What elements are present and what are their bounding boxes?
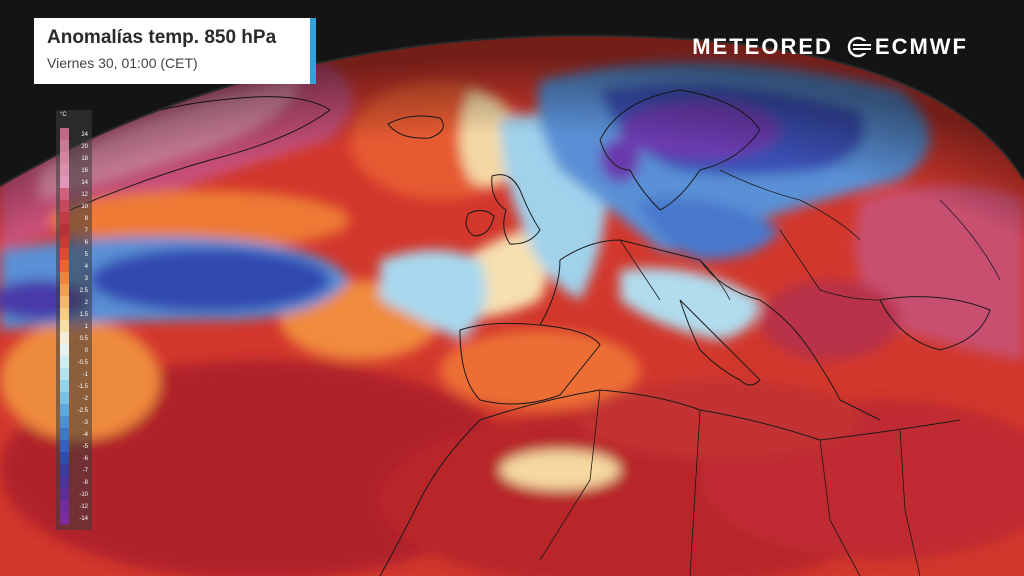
legend-swatch	[60, 512, 69, 525]
map-subtitle: Viernes 30, 01:00 (CET)	[47, 55, 198, 71]
map-title: Anomalías temp. 850 hPa	[47, 27, 277, 48]
legend-swatch	[60, 296, 69, 309]
legend-label: -14	[79, 516, 88, 522]
legend-swatch	[60, 284, 69, 297]
legend-swatch	[60, 140, 69, 153]
legend-label: 5	[85, 252, 89, 258]
logos: METEORED ECMWF	[692, 34, 968, 60]
legend-label: 12	[81, 192, 88, 198]
legend-label: -0.5	[78, 360, 89, 366]
legend-label: 18	[81, 156, 88, 162]
legend-swatch	[60, 392, 69, 405]
legend-label: 20	[81, 144, 88, 150]
legend-label: -6	[83, 456, 89, 462]
legend-label: 10	[81, 204, 88, 210]
legend-label: 8	[85, 216, 89, 222]
legend-swatch	[60, 380, 69, 393]
legend-swatch	[60, 188, 69, 201]
legend-swatch	[60, 152, 69, 165]
legend-swatch	[60, 212, 69, 225]
legend-label: 3	[85, 276, 89, 282]
legend-label: 1	[85, 324, 89, 330]
legend-label: 4	[85, 264, 89, 270]
legend-scale: 24 20 18 16 14 12 10 8 7 6 5 4 3 2.5 2 1.5 1 0.5 0 -0.5 -1 -1…	[60, 128, 89, 525]
globe-edge	[0, 34, 1024, 187]
legend-label: 24	[81, 132, 88, 138]
legend-label: -8	[83, 480, 89, 486]
legend-swatch	[60, 476, 69, 489]
legend-label: 1.5	[80, 312, 89, 318]
legend-label: -7	[83, 468, 89, 474]
legend-swatch	[60, 440, 69, 453]
legend-swatch	[60, 428, 69, 441]
legend-swatch	[60, 164, 69, 177]
legend-swatch	[60, 260, 69, 273]
title-panel: Anomalías temp. 850 hPa Viernes 30, 01:0…	[34, 18, 316, 84]
legend-swatch	[60, 128, 69, 141]
legend-swatch	[60, 356, 69, 369]
legend-swatch	[60, 308, 69, 321]
legend-label: -1.5	[78, 384, 89, 390]
legend-swatch	[60, 176, 69, 189]
legend-swatch	[60, 344, 69, 357]
ecmwf-text: ECMWF	[874, 34, 968, 59]
legend-swatch	[60, 236, 69, 249]
legend-swatch	[60, 368, 69, 381]
legend-label: -3	[83, 420, 89, 426]
ecmwf-icon	[847, 36, 873, 58]
legend-label: 2	[85, 300, 89, 306]
legend-swatch	[60, 272, 69, 285]
legend-swatch	[60, 224, 69, 237]
legend-label: -2.5	[78, 408, 89, 414]
legend-label: -2	[83, 396, 89, 402]
legend-label: 7	[85, 228, 89, 234]
color-legend: 24 20 18 16 14 12 10 8 7 6 5 4 3 2.5 2 1.5 1 0.5 0 -0.5 -1 -1…	[56, 110, 92, 530]
legend-swatch	[60, 404, 69, 417]
legend-label: -5	[83, 444, 89, 450]
legend-swatch	[60, 464, 69, 477]
legend-label: -12	[79, 504, 88, 510]
legend-label: 2.5	[80, 288, 89, 294]
legend-swatch	[60, 200, 69, 213]
legend-swatch	[60, 500, 69, 513]
legend-swatch	[60, 320, 69, 333]
legend-label: -4	[83, 432, 89, 438]
legend-swatch	[60, 248, 69, 261]
legend-swatch	[60, 452, 69, 465]
legend-label: 6	[85, 240, 89, 246]
ecmwf-logo: ECMWF	[847, 34, 968, 60]
legend-label: 16	[81, 168, 88, 174]
legend-swatch	[60, 416, 69, 429]
legend-unit: °C	[60, 112, 67, 118]
legend-label: 0.5	[80, 336, 89, 342]
legend-label: 14	[81, 180, 88, 186]
meteored-logo: METEORED	[692, 34, 833, 59]
legend-label: -1	[83, 372, 89, 378]
legend-label: 0	[85, 348, 89, 354]
legend-label: -10	[79, 492, 88, 498]
legend-swatch	[60, 332, 69, 345]
legend-swatch	[60, 488, 69, 501]
